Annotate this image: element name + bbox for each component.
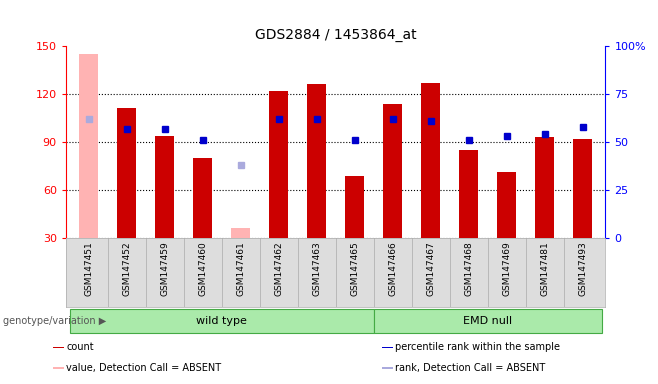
Text: percentile rank within the sample: percentile rank within the sample	[395, 343, 561, 353]
Bar	[573, 139, 592, 238]
Text: wild type: wild type	[196, 316, 247, 326]
Text: GSM147460: GSM147460	[198, 242, 207, 296]
Bar	[383, 104, 402, 238]
Bar	[155, 136, 174, 238]
FancyBboxPatch shape	[374, 309, 601, 333]
Bar	[535, 137, 554, 238]
Text: GSM147466: GSM147466	[388, 242, 397, 296]
Bar	[193, 158, 212, 238]
Text: GSM147459: GSM147459	[160, 242, 169, 296]
Text: value, Detection Call = ABSENT: value, Detection Call = ABSENT	[66, 363, 222, 373]
Text: GSM147468: GSM147468	[464, 242, 473, 296]
Text: GSM147462: GSM147462	[274, 242, 283, 296]
Text: GSM147469: GSM147469	[502, 242, 511, 296]
Bar	[231, 228, 250, 238]
Text: GSM147493: GSM147493	[578, 242, 587, 296]
FancyBboxPatch shape	[70, 309, 374, 333]
Title: GDS2884 / 1453864_at: GDS2884 / 1453864_at	[255, 28, 417, 42]
Text: genotype/variation ▶: genotype/variation ▶	[3, 316, 107, 326]
Bar	[497, 172, 516, 238]
Bar	[421, 83, 440, 238]
Bar	[382, 347, 393, 348]
Bar	[459, 150, 478, 238]
Text: GSM147461: GSM147461	[236, 242, 245, 296]
Text: GSM147481: GSM147481	[540, 242, 549, 296]
Text: GSM147463: GSM147463	[312, 242, 321, 296]
Bar	[269, 91, 288, 238]
Text: count: count	[66, 343, 94, 353]
Text: GSM147452: GSM147452	[122, 242, 131, 296]
Text: EMD null: EMD null	[463, 316, 512, 326]
Text: GSM147465: GSM147465	[350, 242, 359, 296]
Bar	[117, 109, 136, 238]
Bar	[53, 347, 64, 348]
Bar	[382, 367, 393, 369]
Text: GSM147451: GSM147451	[84, 242, 93, 296]
Bar	[307, 84, 326, 238]
Bar	[345, 176, 364, 238]
Bar	[79, 54, 98, 238]
Bar	[53, 367, 64, 369]
Text: GSM147467: GSM147467	[426, 242, 435, 296]
Text: rank, Detection Call = ABSENT: rank, Detection Call = ABSENT	[395, 363, 545, 373]
